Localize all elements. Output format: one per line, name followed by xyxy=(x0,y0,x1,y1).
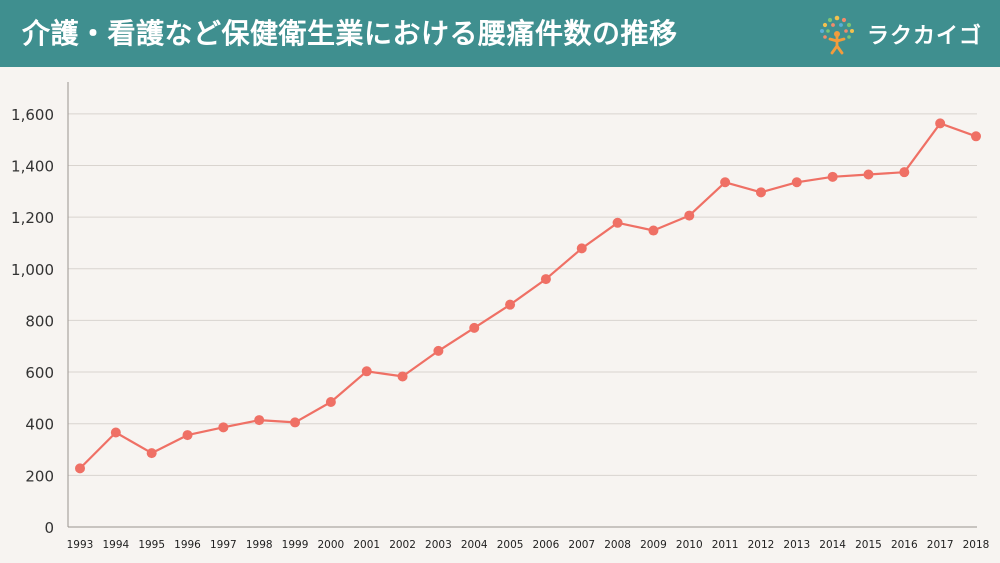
x-tick-label: 2016 xyxy=(891,539,918,551)
data-point xyxy=(433,345,444,356)
data-point xyxy=(971,131,981,142)
grid-lines xyxy=(68,113,977,476)
data-point xyxy=(720,177,731,188)
axes xyxy=(67,82,977,528)
data-point xyxy=(827,171,838,182)
data-point xyxy=(469,322,480,333)
x-tick-label: 2001 xyxy=(353,539,380,551)
tree-logo-icon xyxy=(819,15,854,55)
x-tick-label: 1999 xyxy=(282,539,309,551)
series-line xyxy=(79,122,977,470)
x-tick-label: 2003 xyxy=(425,539,452,551)
data-point xyxy=(684,210,695,221)
x-tick-label: 2012 xyxy=(748,539,775,551)
data-point xyxy=(254,415,265,426)
x-tick-label: 1995 xyxy=(138,539,165,551)
x-tick-label: 1997 xyxy=(210,539,237,551)
series-layer xyxy=(75,118,981,474)
data-point xyxy=(935,118,946,129)
y-tick-label: 1,600 xyxy=(11,106,54,124)
y-tick-label: 200 xyxy=(25,467,54,485)
data-point xyxy=(863,169,874,180)
y-tick-label: 600 xyxy=(25,364,54,382)
y-tick-label: 0 xyxy=(44,519,54,537)
x-tick-label: 2009 xyxy=(640,539,667,551)
y-tick-label: 400 xyxy=(25,416,54,434)
x-tick-label: 1998 xyxy=(246,539,273,551)
x-tick-label: 2011 xyxy=(712,539,739,551)
x-tick-label: 2002 xyxy=(389,539,416,551)
data-point xyxy=(648,225,659,236)
header-bar: 介護・看護など保健衛生業における腰痛件数の推移 ラクカイゴ xyxy=(0,0,1000,67)
x-tick-label: 2007 xyxy=(568,539,595,551)
data-point xyxy=(325,397,336,408)
x-tick-label: 1993 xyxy=(67,539,94,551)
x-tick-label: 2004 xyxy=(461,539,488,551)
y-axis-ticks: 0 200 400 600 800 1,000 1,200 1,400 1,600 xyxy=(11,106,54,537)
data-point xyxy=(899,167,910,178)
data-point xyxy=(110,427,121,438)
x-tick-label: 2015 xyxy=(855,539,882,551)
y-tick-label: 1,000 xyxy=(11,261,54,279)
x-tick-label: 1994 xyxy=(102,539,129,551)
x-tick-label: 2017 xyxy=(927,539,954,551)
data-point xyxy=(397,371,408,382)
x-tick-label: 1996 xyxy=(174,539,201,551)
x-tick-label: 2014 xyxy=(819,539,846,551)
data-point xyxy=(791,177,802,188)
brand-logo[interactable]: ラクカイゴ xyxy=(815,12,982,56)
x-tick-label: 2005 xyxy=(497,539,524,551)
chart-title: 介護・看護など保健衛生業における腰痛件数の推移 xyxy=(22,17,678,50)
x-tick-label: 2006 xyxy=(533,539,560,551)
data-point xyxy=(361,366,372,377)
data-point xyxy=(146,448,157,459)
data-point xyxy=(218,422,229,433)
data-point xyxy=(182,430,193,441)
data-point xyxy=(612,217,623,228)
data-point xyxy=(755,187,766,198)
data-point xyxy=(290,417,301,428)
data-point xyxy=(505,299,516,310)
x-axis-ticks: 1993 1994 1995 1996 1997 1998 1999 2000 2001 2002… xyxy=(67,539,990,551)
x-tick-label: 2008 xyxy=(604,539,631,551)
y-tick-label: 1,200 xyxy=(11,209,54,227)
x-tick-label: 2010 xyxy=(676,539,703,551)
y-tick-label: 800 xyxy=(25,312,54,330)
data-point xyxy=(576,243,587,254)
data-point xyxy=(540,274,551,285)
x-tick-label: 2000 xyxy=(318,539,345,551)
x-tick-label: 2013 xyxy=(783,539,810,551)
x-tick-label: 2018 xyxy=(963,539,990,551)
logo-text: ラクカイゴ xyxy=(866,24,982,49)
y-tick-label: 1,400 xyxy=(11,157,54,175)
data-point xyxy=(75,463,85,474)
